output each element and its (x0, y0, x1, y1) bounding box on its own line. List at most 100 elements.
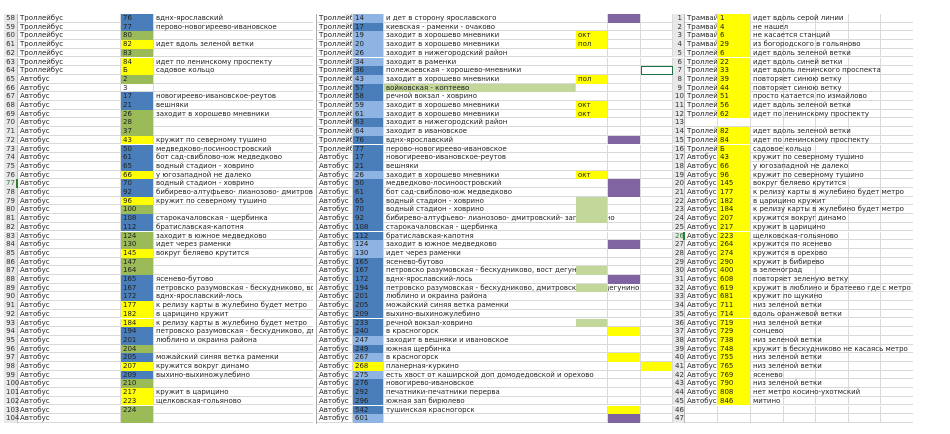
route-number-cell[interactable]: 204 (121, 344, 154, 354)
empty-cell[interactable] (849, 31, 881, 41)
description-cell[interactable]: повторяет синюю ветку (753, 74, 842, 83)
empty-cell[interactable] (816, 362, 849, 371)
marker-cell-f[interactable] (641, 135, 673, 145)
description-cell[interactable]: бот сад-свиблово-юж медведково (156, 153, 282, 162)
route-number-cell[interactable]: 145 (121, 248, 154, 258)
type-cell[interactable]: Автобус (18, 240, 121, 249)
type-cell[interactable]: Автобус (687, 214, 718, 223)
description-cell[interactable] (154, 379, 313, 388)
empty-cell[interactable] (881, 318, 913, 328)
empty-cell[interactable] (784, 196, 816, 206)
empty-cell[interactable] (881, 275, 913, 284)
month-cell[interactable] (576, 118, 608, 128)
month-cell[interactable] (576, 144, 608, 154)
marker-cell-f[interactable] (641, 40, 673, 49)
row-header[interactable]: 46 (673, 405, 685, 415)
row-header[interactable]: 76 (4, 170, 18, 180)
route-number-cell[interactable]: 177 (718, 188, 751, 197)
route-number-cell[interactable]: 17 (121, 92, 154, 101)
row-header[interactable]: 103 (4, 405, 20, 415)
empty-cell[interactable] (881, 188, 913, 197)
description-cell[interactable]: новогиреево-ивановское-реутов (386, 153, 507, 162)
route-number-cell[interactable]: 66 (718, 161, 751, 171)
route-number-cell[interactable]: 167 (353, 266, 384, 275)
description-cell[interactable] (154, 31, 313, 40)
route-number-cell[interactable]: 711 (718, 301, 751, 310)
marker-cell-f[interactable] (641, 266, 673, 275)
row-header[interactable]: 41 (673, 362, 685, 371)
empty-cell[interactable] (784, 170, 816, 180)
type-cell[interactable]: Автобус (18, 205, 121, 215)
empty-cell[interactable] (849, 14, 881, 23)
type-cell[interactable]: Автобус (687, 161, 718, 171)
type-cell[interactable]: Автобус (317, 405, 353, 415)
description-cell[interactable] (154, 49, 313, 58)
route-number-cell[interactable]: 44 (718, 83, 751, 93)
type-cell[interactable]: Автобус (317, 214, 353, 223)
empty-cell[interactable] (751, 335, 784, 345)
description-cell[interactable] (154, 118, 313, 127)
empty-cell[interactable] (816, 309, 849, 319)
type-cell[interactable]: Автобус (317, 153, 353, 162)
empty-cell[interactable] (816, 31, 849, 41)
description-cell[interactable]: заходит в южное медведково (156, 231, 267, 240)
empty-cell[interactable] (881, 388, 913, 397)
type-cell[interactable]: Автобус (687, 327, 718, 336)
description-cell[interactable]: южная щербинка (386, 344, 451, 353)
type-cell[interactable]: Автобус (317, 318, 353, 328)
type-cell[interactable]: Автобус (18, 353, 121, 362)
empty-cell[interactable] (849, 309, 881, 319)
route-number-cell[interactable]: 50 (121, 144, 154, 154)
description-cell[interactable]: идет по ленинскому проспекту (753, 109, 870, 118)
marker-cell-e[interactable] (608, 118, 641, 128)
empty-cell[interactable] (881, 214, 913, 223)
route-number-cell[interactable]: 112 (353, 231, 384, 241)
row-header[interactable]: 1 (673, 14, 685, 23)
route-number-cell[interactable]: 50 (353, 179, 384, 188)
empty-cell[interactable] (751, 92, 784, 101)
empty-cell[interactable] (751, 275, 784, 284)
type-cell[interactable]: Автобус (317, 257, 353, 267)
empty-cell[interactable] (849, 101, 881, 110)
type-cell[interactable]: Автобус (317, 205, 353, 215)
type-cell[interactable]: Автобус (317, 301, 353, 310)
empty-cell[interactable] (849, 240, 881, 249)
description-cell[interactable]: кружит по северному тушино (753, 153, 864, 162)
description-cell[interactable]: кружится в орехово (753, 248, 828, 257)
description-cell[interactable]: ясенево-бутово (386, 257, 444, 266)
empty-cell[interactable] (881, 83, 913, 93)
empty-cell[interactable] (881, 196, 913, 206)
route-number-cell[interactable]: 1 (718, 14, 751, 23)
type-cell[interactable]: Автобус (18, 248, 121, 258)
empty-cell[interactable] (751, 74, 784, 84)
empty-cell[interactable] (751, 292, 784, 302)
type-cell[interactable]: Автобус (18, 118, 121, 128)
route-number-cell[interactable]: 6 (718, 31, 751, 41)
empty-cell[interactable] (881, 327, 913, 336)
marker-cell-f[interactable] (641, 188, 673, 197)
row-header[interactable]: 69 (4, 109, 18, 119)
route-number-cell[interactable]: 2 (121, 74, 154, 84)
month-cell[interactable]: окт (576, 101, 608, 110)
row-header[interactable]: 68 (4, 101, 18, 110)
row-header[interactable]: 61 (4, 40, 18, 49)
month-cell[interactable] (576, 396, 608, 406)
empty-cell[interactable] (849, 414, 881, 423)
empty-cell[interactable] (751, 370, 784, 380)
route-number-cell[interactable]: 65 (121, 161, 154, 171)
route-number-cell[interactable]: 846 (718, 396, 751, 406)
type-cell[interactable]: Автобус (18, 101, 121, 110)
marker-cell-e[interactable] (608, 344, 641, 354)
empty-cell[interactable] (881, 127, 913, 136)
empty-cell[interactable] (881, 231, 913, 241)
route-number-cell[interactable]: 21 (121, 101, 154, 110)
row-header[interactable]: 99 (4, 370, 18, 380)
empty-cell[interactable] (881, 40, 913, 49)
route-number-cell[interactable]: 58 (353, 92, 384, 101)
empty-cell[interactable] (751, 396, 784, 406)
row-header[interactable]: 45 (673, 396, 685, 406)
empty-cell[interactable] (751, 144, 784, 154)
row-header[interactable]: 73 (4, 144, 18, 154)
empty-cell[interactable] (751, 283, 784, 293)
description-cell[interactable]: идет по ленинскому проспекту (156, 57, 273, 66)
